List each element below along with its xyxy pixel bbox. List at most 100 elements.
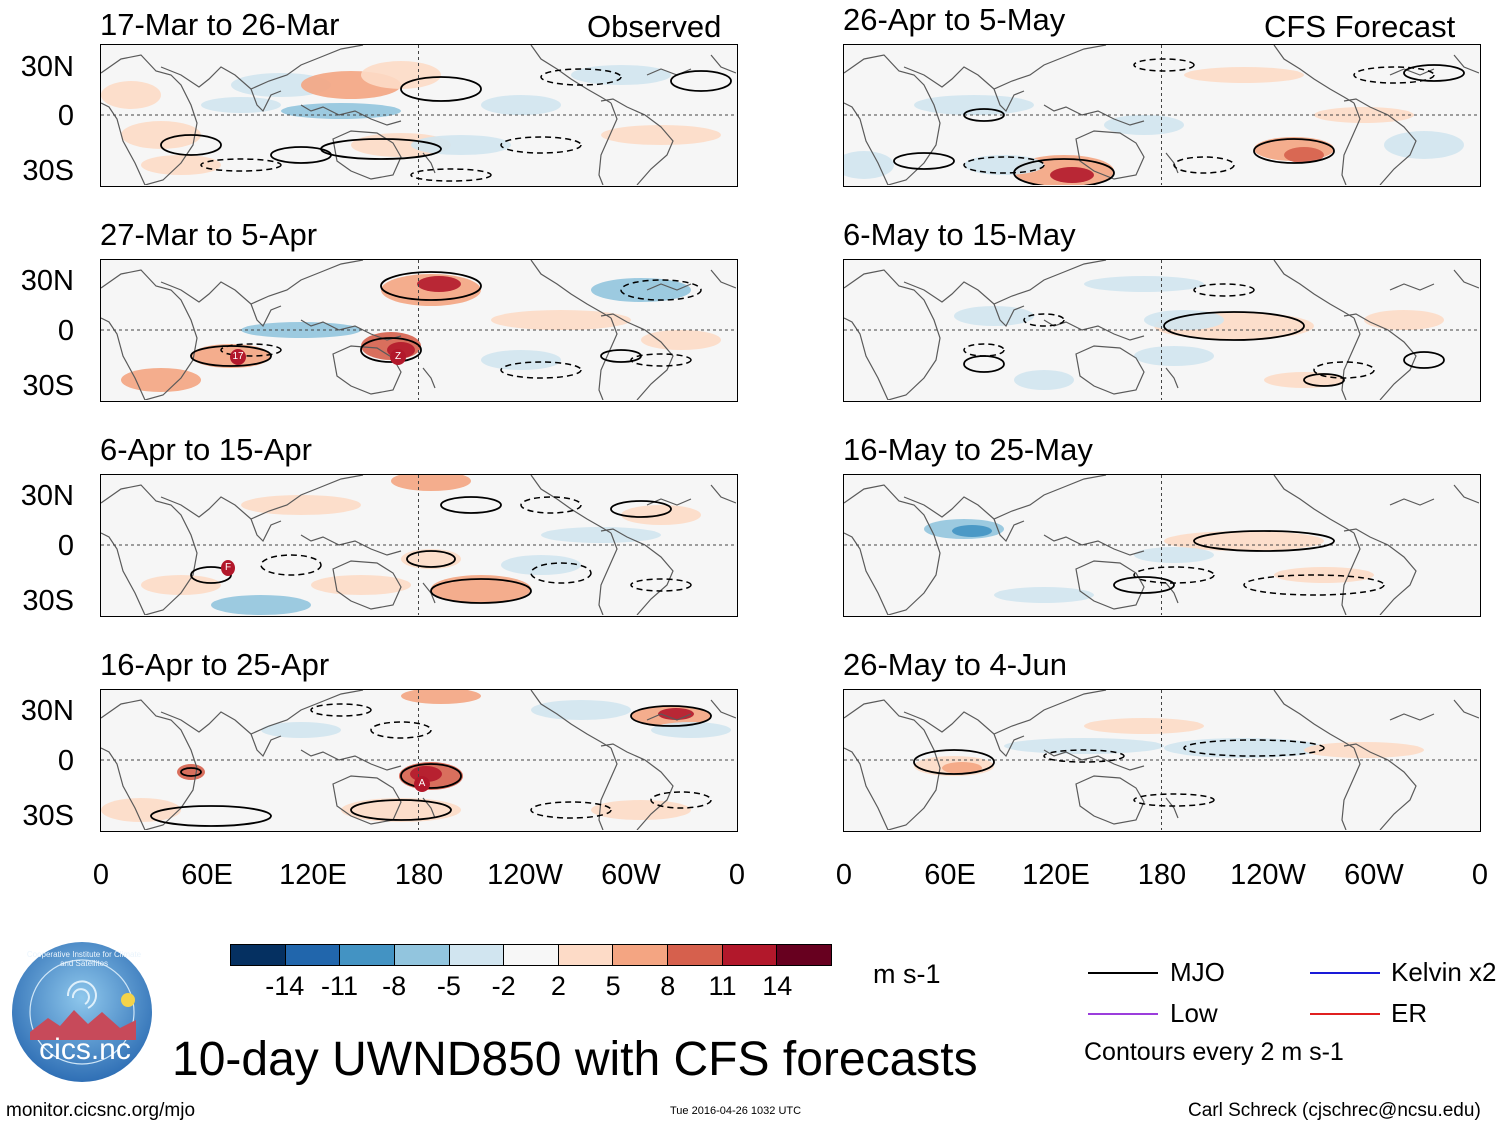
source-url[interactable]: monitor.cicsnc.org/mjo [6, 1100, 196, 1121]
coastline [1165, 367, 1179, 389]
units-label: m s-1 [873, 959, 941, 989]
mjo-contour-positive [963, 355, 1005, 373]
wind-anomaly-patch [1284, 147, 1324, 163]
coastline [844, 54, 941, 186]
figure-title: 10-day UWND850 with CFS forecasts [172, 1033, 978, 1086]
lon-label: 60W [601, 859, 661, 891]
lon-label: 0 [92, 859, 110, 891]
wind-anomaly-patch [1134, 346, 1214, 366]
lat-label-0: 0 [57, 745, 74, 777]
mjo-contour-positive [1113, 576, 1175, 594]
coastline [600, 98, 674, 186]
shading-layer [924, 519, 1374, 603]
mjo-contour-negative [620, 279, 702, 301]
wind-anomaly-patch [964, 155, 1044, 175]
coastline [530, 475, 612, 534]
coastline [1075, 345, 1145, 395]
coastline [101, 699, 198, 831]
lon-label: 60W [1344, 859, 1404, 891]
lat-label-30s: 30S [22, 800, 74, 832]
logo-text: cics.nc [39, 1033, 131, 1066]
coastline-layer [101, 690, 737, 831]
wind-anomaly-patch [417, 276, 461, 292]
colorbar-swatch [557, 945, 613, 965]
wind-anomaly-patch [1014, 370, 1074, 390]
mjo-contour-positive [1403, 64, 1465, 82]
wind-anomaly-patch [411, 135, 511, 155]
panel-title-fc-4: 26-May to 4-Jun [843, 647, 1067, 682]
lat-label-0: 0 [57, 100, 74, 132]
mjo-contour-positive [1403, 351, 1445, 369]
panel-title-obs-1: 17-Mar to 26-Mar [100, 7, 340, 42]
map-panel-fc-3 [843, 474, 1481, 617]
coastline [1453, 54, 1480, 74]
mjo-contour-negative [260, 554, 322, 576]
mjo-contour-negative [370, 721, 432, 739]
wind-anomaly-patch [481, 95, 561, 115]
mjo-contour-positive [430, 578, 532, 604]
wind-anomaly-patch [101, 798, 181, 822]
colorbar-swatch [612, 945, 668, 965]
coastline [250, 303, 282, 328]
mjo-contour-positive [180, 767, 202, 777]
coastline [1043, 104, 1145, 126]
contour-note: Contours every 2 m s-1 [1084, 1038, 1344, 1066]
coastline [530, 45, 612, 104]
storm-marker: F [221, 560, 235, 576]
mjo-contour-negative [220, 343, 282, 357]
map-canvas [844, 475, 1480, 616]
legend-label-low: Low [1170, 998, 1218, 1028]
timestamp: Tue 2016-04-26 1032 UTC [670, 1105, 802, 1117]
coastline [1165, 582, 1179, 604]
wind-anomaly-patch [658, 708, 694, 720]
mjo-contour-positive [150, 805, 272, 827]
coastline-layer [844, 45, 1480, 186]
coastline [1343, 743, 1417, 831]
lon-label: 0 [728, 859, 746, 891]
coastline [1075, 130, 1145, 180]
coastline [993, 303, 1025, 328]
coastline [1453, 484, 1480, 504]
coastline [993, 518, 1025, 543]
mjo-contour-positive [380, 271, 482, 301]
coastline [1043, 749, 1145, 771]
coastline [250, 88, 282, 113]
panel-title-fc-2: 6-May to 15-May [843, 217, 1076, 252]
map-panel-obs-2 [100, 259, 738, 402]
coastline [1165, 152, 1179, 174]
wind-anomaly-patch [1134, 547, 1214, 563]
colorbar-swatch [231, 945, 285, 965]
forecast-label: CFS Forecast [1264, 9, 1456, 44]
cics-logo: cics.nc Cooperative Institute for Climat… [10, 940, 155, 1085]
wind-anomaly-patch [211, 595, 311, 615]
coastline-layer [101, 475, 737, 616]
lat-label-30n: 30N [20, 265, 74, 297]
mjo-contour-negative [500, 136, 582, 154]
lat-label-30s: 30S [22, 155, 74, 187]
coastline [1043, 534, 1145, 556]
lat-label-30s: 30S [22, 370, 74, 402]
map-panel-fc-2 [843, 259, 1481, 402]
wind-anomaly-patch [141, 575, 221, 595]
mjo-contour-positive [400, 76, 482, 102]
colorbar [230, 944, 832, 966]
coastline [903, 260, 1107, 305]
wind-anomaly-patch [1384, 131, 1464, 159]
wind-anomaly-patch [261, 722, 341, 738]
coastline [101, 484, 198, 616]
cics-logo-icon [12, 942, 152, 1082]
wind-anomaly-patch [311, 575, 411, 595]
colorbar-tick-label: 8 [660, 971, 676, 1001]
lon-label: 120W [487, 859, 563, 891]
coastline [1273, 690, 1355, 749]
wind-anomaly-patch [241, 495, 361, 515]
wind-anomaly-patch [341, 798, 461, 822]
coastline [1389, 498, 1435, 506]
coastline [600, 528, 674, 616]
coastline [844, 699, 941, 831]
lat-label-30s: 30S [22, 585, 74, 617]
mjo-contour-negative [1133, 58, 1195, 72]
coastline [1273, 475, 1355, 534]
colorbar-swatch [339, 945, 394, 965]
wind-anomaly-patch [641, 330, 721, 350]
